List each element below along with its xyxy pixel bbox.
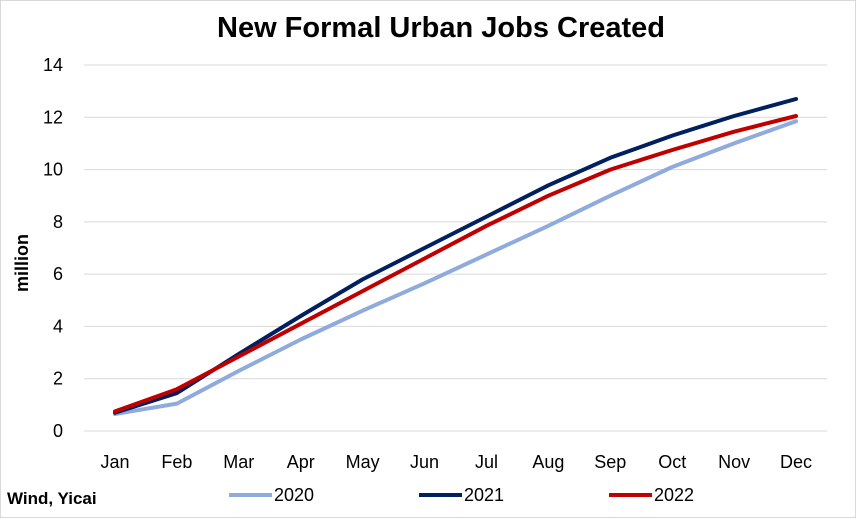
y-tick-label: 12 xyxy=(43,107,63,127)
series-line-2022 xyxy=(113,114,798,414)
source-note: Wind, Yicai xyxy=(7,489,97,508)
x-tick-label: May xyxy=(346,452,380,472)
x-tick-label: Jan xyxy=(100,452,129,472)
legend-label-2020: 2020 xyxy=(274,485,314,505)
y-tick-label: 10 xyxy=(43,160,63,180)
series-line-2020 xyxy=(113,119,798,416)
x-tick-label: Jun xyxy=(410,452,439,472)
y-tick-label: 14 xyxy=(43,55,63,75)
x-tick-label: Nov xyxy=(718,452,750,472)
y-axis-ticks: 0 2 4 6 8 10 12 14 xyxy=(43,55,63,441)
x-tick-label: Dec xyxy=(780,452,812,472)
x-tick-label: Oct xyxy=(658,452,686,472)
series-line-2021 xyxy=(113,97,798,415)
y-tick-label: 2 xyxy=(53,369,63,389)
legend-label-2022: 2022 xyxy=(654,485,694,505)
y-tick-label: 4 xyxy=(53,316,63,336)
chart-title: New Formal Urban Jobs Created xyxy=(217,12,665,44)
y-tick-label: 8 xyxy=(53,212,63,232)
x-tick-label: Apr xyxy=(287,452,315,472)
y-tick-label: 6 xyxy=(53,264,63,284)
legend: 2020 2021 2022 xyxy=(229,485,694,505)
gridlines xyxy=(84,64,827,432)
x-tick-label: Jul xyxy=(475,452,498,472)
x-axis-ticks: Jan Feb Mar Apr May Jun Jul Aug Sep Oct Nov Dec xyxy=(100,452,812,472)
legend-label-2021: 2021 xyxy=(464,485,504,505)
x-tick-label: Feb xyxy=(161,452,192,472)
y-axis-label: million xyxy=(12,234,32,292)
x-tick-label: Sep xyxy=(594,452,626,472)
y-tick-label: 0 xyxy=(53,421,63,441)
x-tick-label: Mar xyxy=(223,452,254,472)
x-tick-label: Aug xyxy=(532,452,564,472)
series-lines xyxy=(113,97,798,416)
